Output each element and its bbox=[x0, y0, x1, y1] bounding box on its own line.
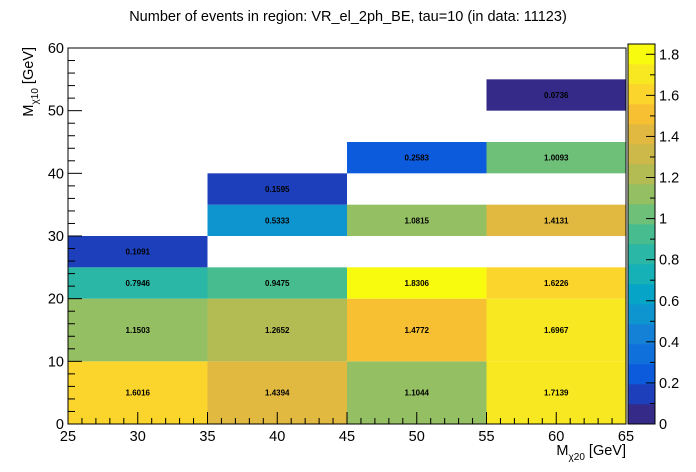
cell-value-label: 1.6226 bbox=[544, 279, 569, 288]
color-scale-tick-label: 0.2 bbox=[659, 376, 679, 392]
cell-value-label: 1.6967 bbox=[544, 326, 569, 335]
x-tick-label: 45 bbox=[339, 429, 355, 445]
heatmap-cell bbox=[486, 267, 626, 299]
cell-value-label: 1.8306 bbox=[405, 279, 430, 288]
cell-value-label: 1.4131 bbox=[544, 216, 569, 225]
heatmap-cell bbox=[68, 236, 208, 268]
y-tick-label: 20 bbox=[48, 292, 64, 308]
cell-value-label: 0.5333 bbox=[265, 216, 290, 225]
x-axis: 25 30 35 40 45 50 55 60 65 bbox=[60, 412, 634, 445]
color-scale-swatch bbox=[628, 404, 655, 425]
color-scale-swatch bbox=[628, 264, 655, 285]
color-scale-swatch bbox=[628, 204, 655, 225]
color-scale-swatch bbox=[628, 184, 655, 205]
color-scale-tick-label: 0.6 bbox=[659, 294, 679, 310]
color-scale-tick-label: 0 bbox=[659, 417, 667, 433]
heatmap-cell bbox=[207, 298, 347, 362]
color-scale-swatch bbox=[628, 164, 655, 185]
color-scale-tick-label: 1.2 bbox=[659, 171, 679, 187]
heatmap-cell bbox=[68, 298, 208, 362]
color-scale-tick-label: 1.8 bbox=[659, 47, 679, 63]
x-tick-label: 30 bbox=[130, 429, 146, 445]
cell-value-label: 0.2583 bbox=[405, 154, 430, 163]
heatmap-cell bbox=[207, 173, 347, 205]
x-tick-label: 40 bbox=[269, 429, 285, 445]
cell-value-label: 1.7139 bbox=[544, 389, 569, 398]
y-tick-label: 30 bbox=[48, 229, 64, 245]
heatmap-cell bbox=[486, 79, 626, 111]
cell-value-label: 1.1503 bbox=[126, 326, 151, 335]
y-tick-label: 0 bbox=[56, 417, 64, 433]
x-tick-label: 55 bbox=[478, 429, 494, 445]
y-tick-label: 50 bbox=[48, 104, 64, 120]
color-scale-swatch bbox=[628, 124, 655, 145]
cell-value-label: 1.0093 bbox=[544, 154, 569, 163]
color-scale-swatch bbox=[628, 324, 655, 345]
cell-value-label: 0.1595 bbox=[265, 185, 290, 194]
y-tick-label: 60 bbox=[48, 41, 64, 57]
x-tick-label: 25 bbox=[60, 429, 76, 445]
color-scale-swatch bbox=[628, 284, 655, 305]
color-scale-swatch bbox=[628, 144, 655, 165]
y-axis: 0 10 20 30 40 50 60 bbox=[48, 41, 82, 433]
chart-title: Number of events in region: VR_el_2ph_BE… bbox=[129, 9, 567, 25]
cell-value-label: 0.1091 bbox=[126, 248, 151, 257]
cell-labels: 1.6016 1.4394 1.1044 1.7139 1.1503 1.2652 1.47… bbox=[126, 91, 570, 398]
color-scale-swatch bbox=[628, 344, 655, 365]
cell-value-label: 1.2652 bbox=[265, 326, 290, 335]
color-scale-swatch bbox=[628, 64, 655, 85]
heatmap-cells bbox=[68, 79, 626, 424]
heatmap-cell bbox=[347, 267, 487, 299]
x-tick-label: 60 bbox=[548, 429, 564, 445]
color-scale-tick-label: 1.4 bbox=[659, 129, 679, 145]
heatmap-cell bbox=[347, 142, 487, 174]
color-scale-swatch bbox=[628, 304, 655, 325]
cell-value-label: 1.4772 bbox=[405, 326, 430, 335]
x-tick-label: 35 bbox=[199, 429, 215, 445]
y-tick-label: 10 bbox=[48, 354, 64, 370]
cell-value-label: 1.4394 bbox=[265, 389, 290, 398]
cell-value-label: 1.1044 bbox=[405, 389, 430, 398]
x-tick-label: 65 bbox=[618, 429, 634, 445]
cell-value-label: 1.0815 bbox=[405, 216, 430, 225]
cell-value-label: 0.7946 bbox=[126, 279, 151, 288]
color-scale-tick-label: 0.4 bbox=[659, 335, 679, 351]
y-axis-title: Mχ10 [GeV] bbox=[21, 47, 41, 117]
y-tick-label: 40 bbox=[48, 166, 64, 182]
heatmap-cell bbox=[207, 267, 347, 299]
color-scale-tick-label: 1 bbox=[659, 212, 667, 228]
cell-value-label: 0.0736 bbox=[544, 91, 569, 100]
color-scale-bar: 0 0.2 0.4 0.6 0.8 1 1.2 1.4 1.6 1.8 bbox=[627, 43, 679, 433]
x-axis-title: Mχ20 [GeV] bbox=[556, 443, 626, 463]
heatmap-cell bbox=[486, 204, 626, 236]
heatmap-cell bbox=[486, 142, 626, 174]
cell-value-label: 0.9475 bbox=[265, 279, 290, 288]
heatmap-cell bbox=[347, 204, 487, 236]
heatmap-cell bbox=[207, 204, 347, 236]
color-scale-swatch bbox=[628, 384, 655, 405]
cell-value-label: 1.6016 bbox=[126, 389, 151, 398]
color-scale-swatch bbox=[628, 84, 655, 105]
color-scale-swatch bbox=[628, 244, 655, 265]
color-scale-frame bbox=[627, 43, 656, 425]
color-scale-swatch bbox=[628, 44, 655, 65]
color-scale-tick-label: 1.6 bbox=[659, 88, 679, 104]
heatmap-cell bbox=[347, 298, 487, 362]
color-scale-swatch bbox=[628, 104, 655, 125]
color-scale-tick-label: 0.8 bbox=[659, 253, 679, 269]
x-tick-label: 50 bbox=[409, 429, 425, 445]
color-scale-swatch bbox=[628, 364, 655, 385]
color-scale-swatch bbox=[628, 224, 655, 245]
heatmap-cell bbox=[486, 298, 626, 362]
heatmap-cell bbox=[68, 267, 208, 299]
